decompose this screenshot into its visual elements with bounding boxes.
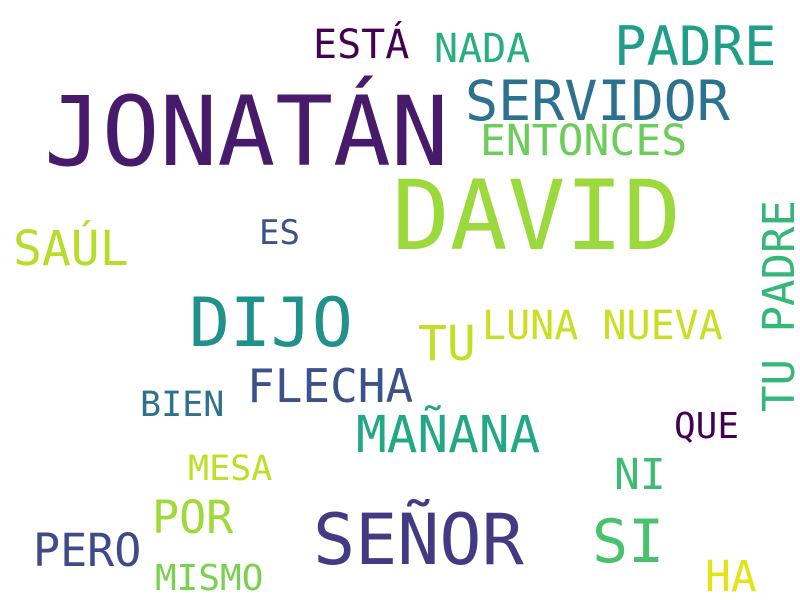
word-es: ES xyxy=(259,213,300,253)
word-servidor: SERVIDOR xyxy=(465,69,730,133)
word-ha: HA xyxy=(705,552,757,600)
word-jonatan: JONATÁN xyxy=(44,76,449,188)
word-flecha: FLECHA xyxy=(247,359,414,413)
word-manana: MAÑANA xyxy=(356,406,541,465)
word-bien: BIEN xyxy=(140,385,225,425)
word-ni: NI xyxy=(614,450,666,500)
word-dijo: DIJO xyxy=(189,284,353,363)
word-david: DAVID xyxy=(392,160,681,272)
word-si: SI xyxy=(592,507,665,577)
word-entonces: ENTONCES xyxy=(480,116,688,166)
word-pero: PERO xyxy=(33,524,142,577)
word-padre: PADRE xyxy=(614,15,777,78)
word-tu-padre: TU PADRE xyxy=(754,200,800,412)
word-esta: ESTÁ xyxy=(313,22,410,68)
word-por: POR xyxy=(152,491,234,544)
word-mismo: MISMO xyxy=(155,558,264,599)
word-senor: SEÑOR xyxy=(313,499,524,581)
word-saul: SAÚL xyxy=(13,221,129,277)
word-mesa: MESA xyxy=(188,449,273,489)
word-que: QUE xyxy=(674,406,740,447)
word-nada: NADA xyxy=(434,26,531,72)
word-tu: TU xyxy=(418,316,476,372)
word-luna-nueva: LUNA NUEVA xyxy=(482,303,723,349)
